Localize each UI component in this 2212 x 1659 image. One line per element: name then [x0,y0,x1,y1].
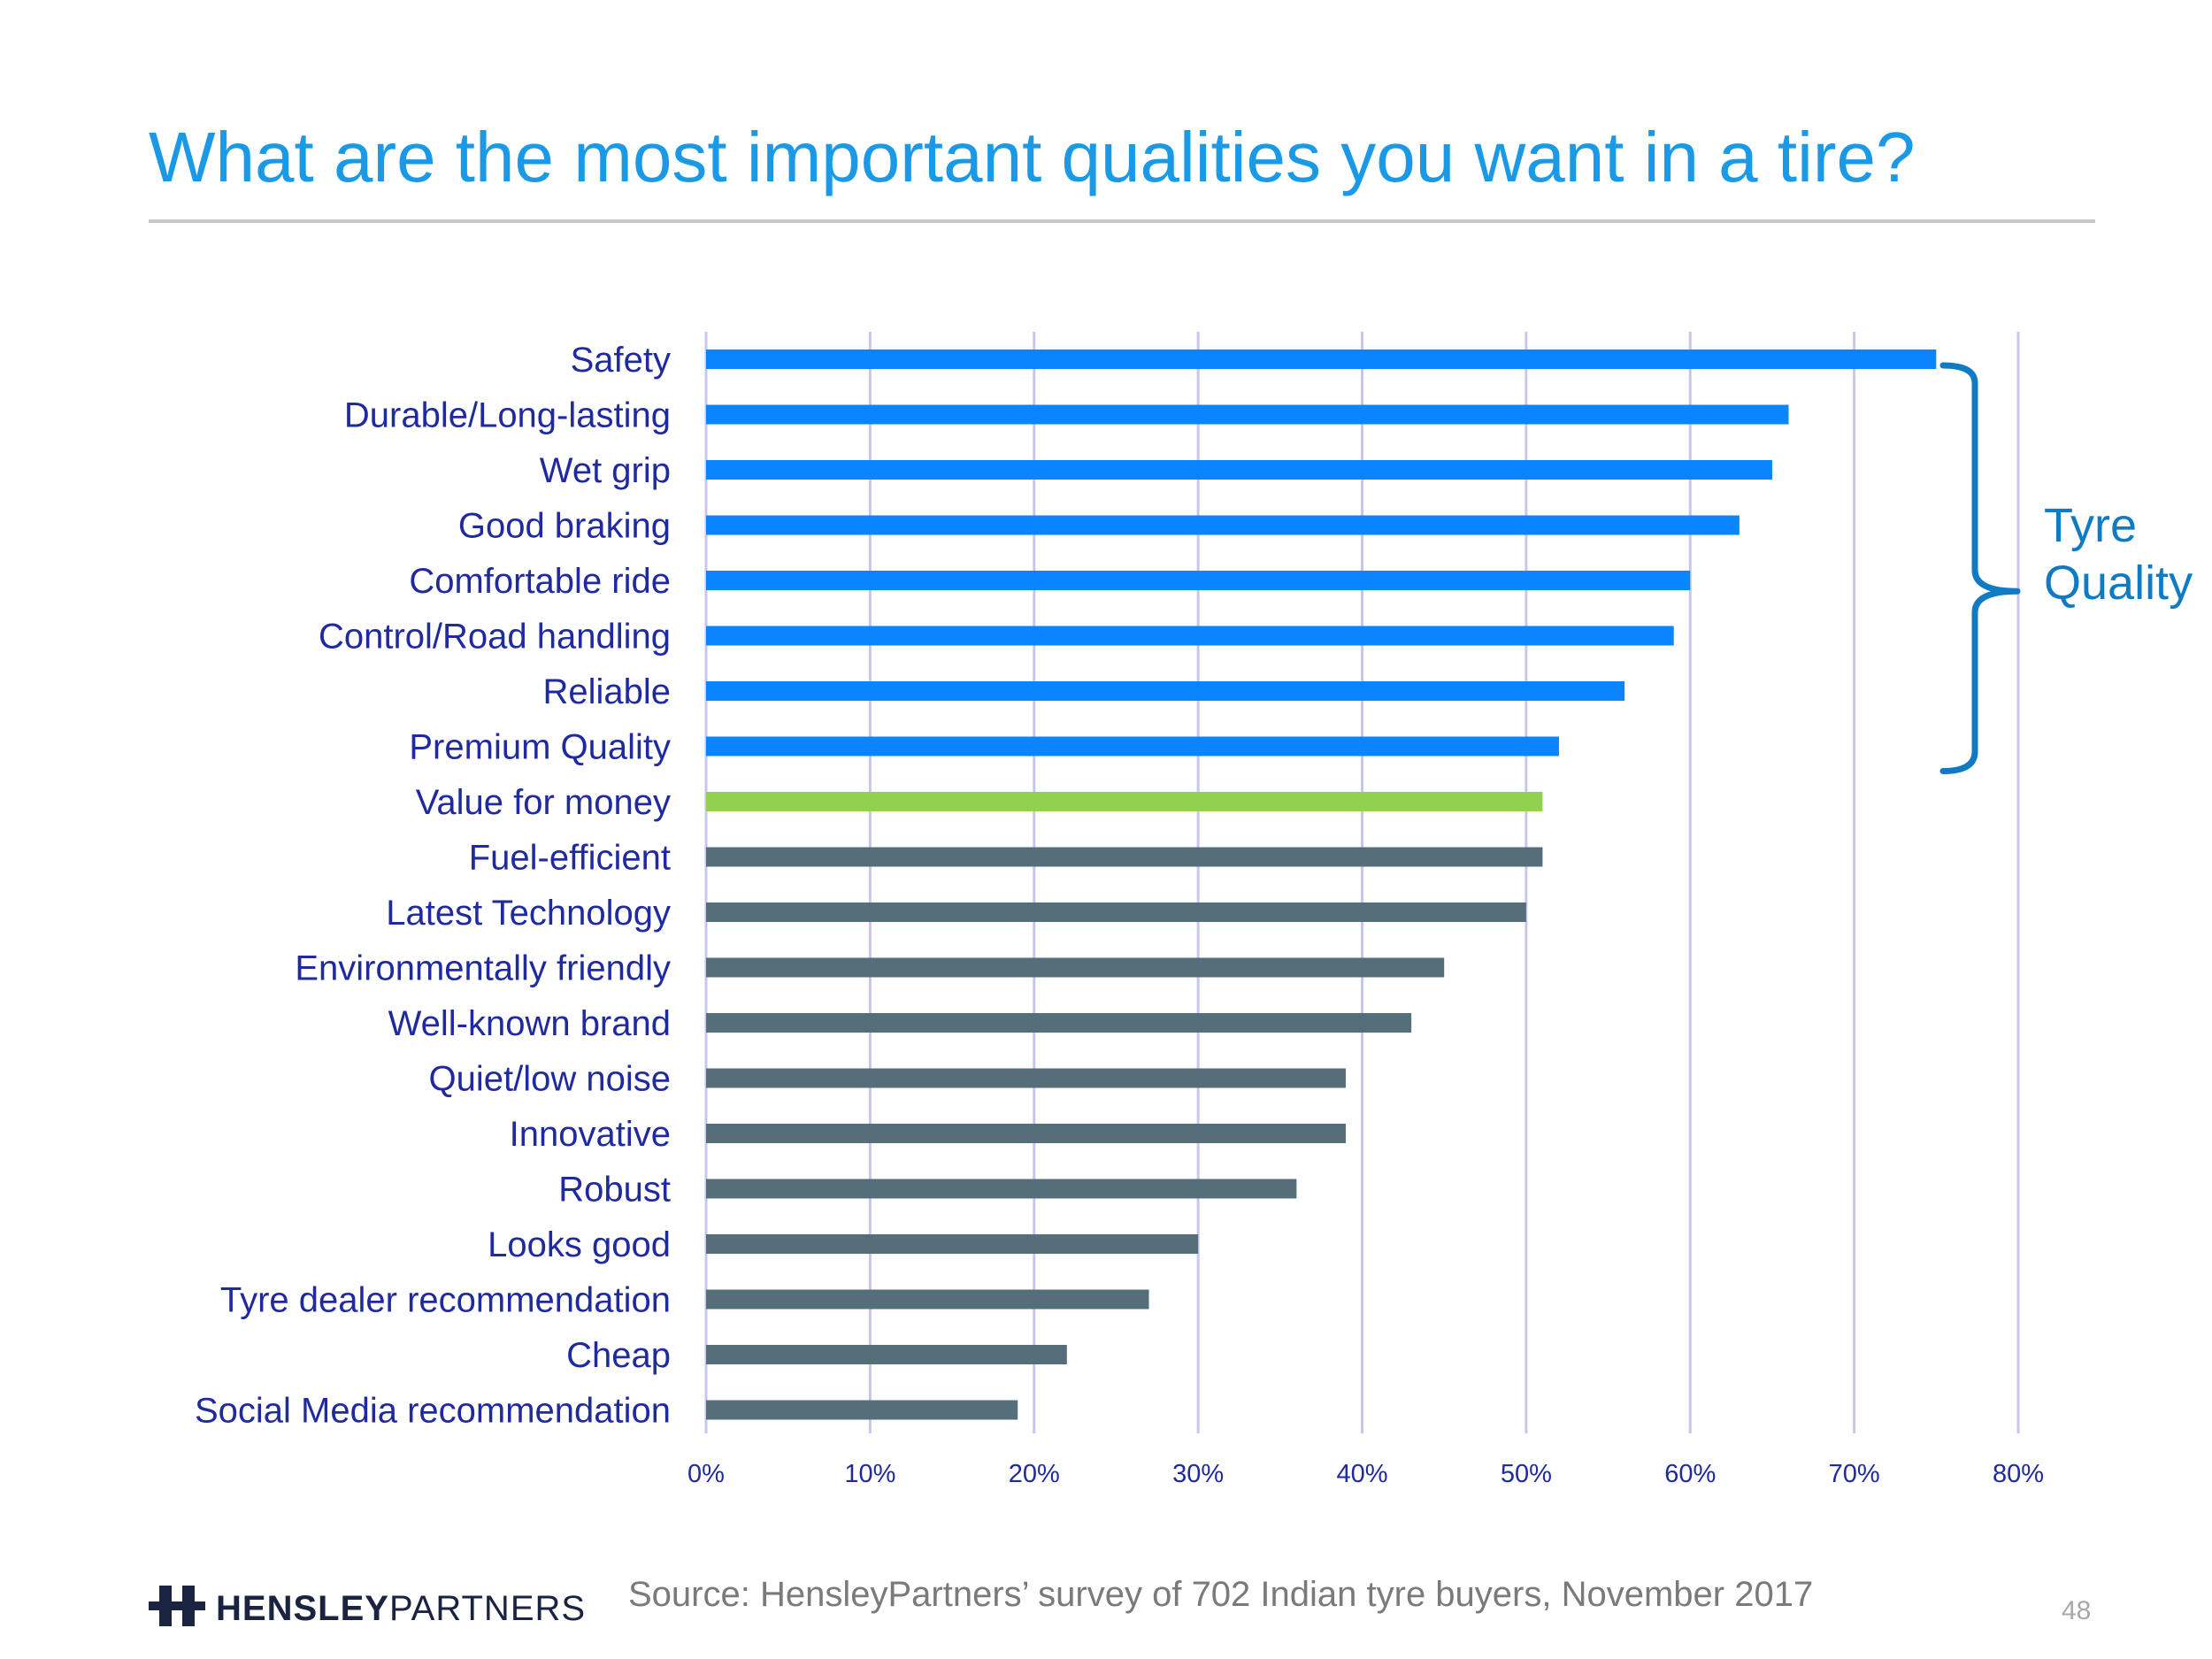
logo-wordmark: HENSLEYPARTNERS [216,1589,586,1629]
category-label: Quiet/low noise [429,1060,671,1099]
category-label: Comfortable ride [409,562,671,601]
x-tick-label: 80% [1993,1460,2044,1488]
grid-lines [704,332,2020,1433]
bar [706,515,1740,535]
category-label: Robust [558,1171,671,1210]
bar [706,681,1625,701]
bar [706,404,1789,425]
source-note: Source: HensleyPartners’ survey of 702 I… [628,1575,1814,1614]
category-label: Value for money [416,783,671,822]
category-label: Looks good [488,1225,671,1264]
bar [706,736,1559,757]
bar [706,1345,1067,1364]
bar [706,792,1543,811]
category-label: Premium Quality [409,728,671,767]
x-tick-label: 50% [1501,1460,1552,1488]
x-tick-label: 60% [1664,1460,1716,1488]
category-label: Wet grip [540,451,671,490]
bar-chart: Safety Durable/Long-lasting Wet grip Good b… [195,332,2044,1488]
category-label: Environmentally friendly [295,949,671,988]
bar [706,847,1543,867]
x-tick-label: 40% [1336,1460,1387,1488]
x-tick-label: 70% [1829,1460,1880,1488]
bar [706,957,1445,978]
category-label: Good braking [458,507,671,546]
bar [706,626,1674,646]
category-label: Durable/Long-lasting [344,396,671,435]
x-tick-label: 0% [687,1460,725,1488]
x-tick-label: 30% [1172,1460,1224,1488]
page-number: 48 [2062,1596,2092,1625]
category-label: Well-known brand [388,1004,671,1043]
bar [706,1289,1149,1310]
bars [706,349,1937,1420]
category-label: Fuel-efficient [469,839,671,878]
category-label: Tyre dealer recommendation [220,1281,671,1320]
category-label: Control/Road handling [319,618,671,657]
bar [706,460,1772,480]
bracket-label-line2: Quality [2044,557,2193,611]
hensley-logo-icon [149,1586,205,1626]
category-label: Cheap [566,1336,671,1375]
bracket-label-line1: Tyre [2044,499,2138,553]
bar [706,1124,1346,1143]
logo-bold-text: HENSLEY [216,1589,389,1628]
title-divider [149,219,2095,223]
category-label: Social Media recommendation [195,1392,671,1431]
bar [706,902,1526,922]
bar [706,571,1691,590]
category-labels: Safety Durable/Long-lasting Wet grip Good b… [195,341,671,1431]
bar [706,1400,1018,1420]
category-label: Innovative [510,1115,671,1154]
bar [706,1068,1346,1088]
slide-title: What are the most important qualities yo… [149,118,1916,196]
x-tick-labels: 0% 10% 20% 30% 40% 50% 60% 70% 80% [687,1460,2044,1488]
category-label: Reliable [542,672,671,711]
bar [706,1179,1297,1199]
category-label: Safety [571,341,671,380]
bar [706,1013,1412,1033]
tyre-quality-bracket [1939,362,2021,774]
bar [706,349,1937,369]
x-tick-label: 10% [844,1460,895,1488]
category-label: Latest Technology [386,894,671,933]
bar [706,1234,1199,1254]
logo-light-text: PARTNERS [388,1589,587,1628]
x-tick-label: 20% [1009,1460,1060,1488]
